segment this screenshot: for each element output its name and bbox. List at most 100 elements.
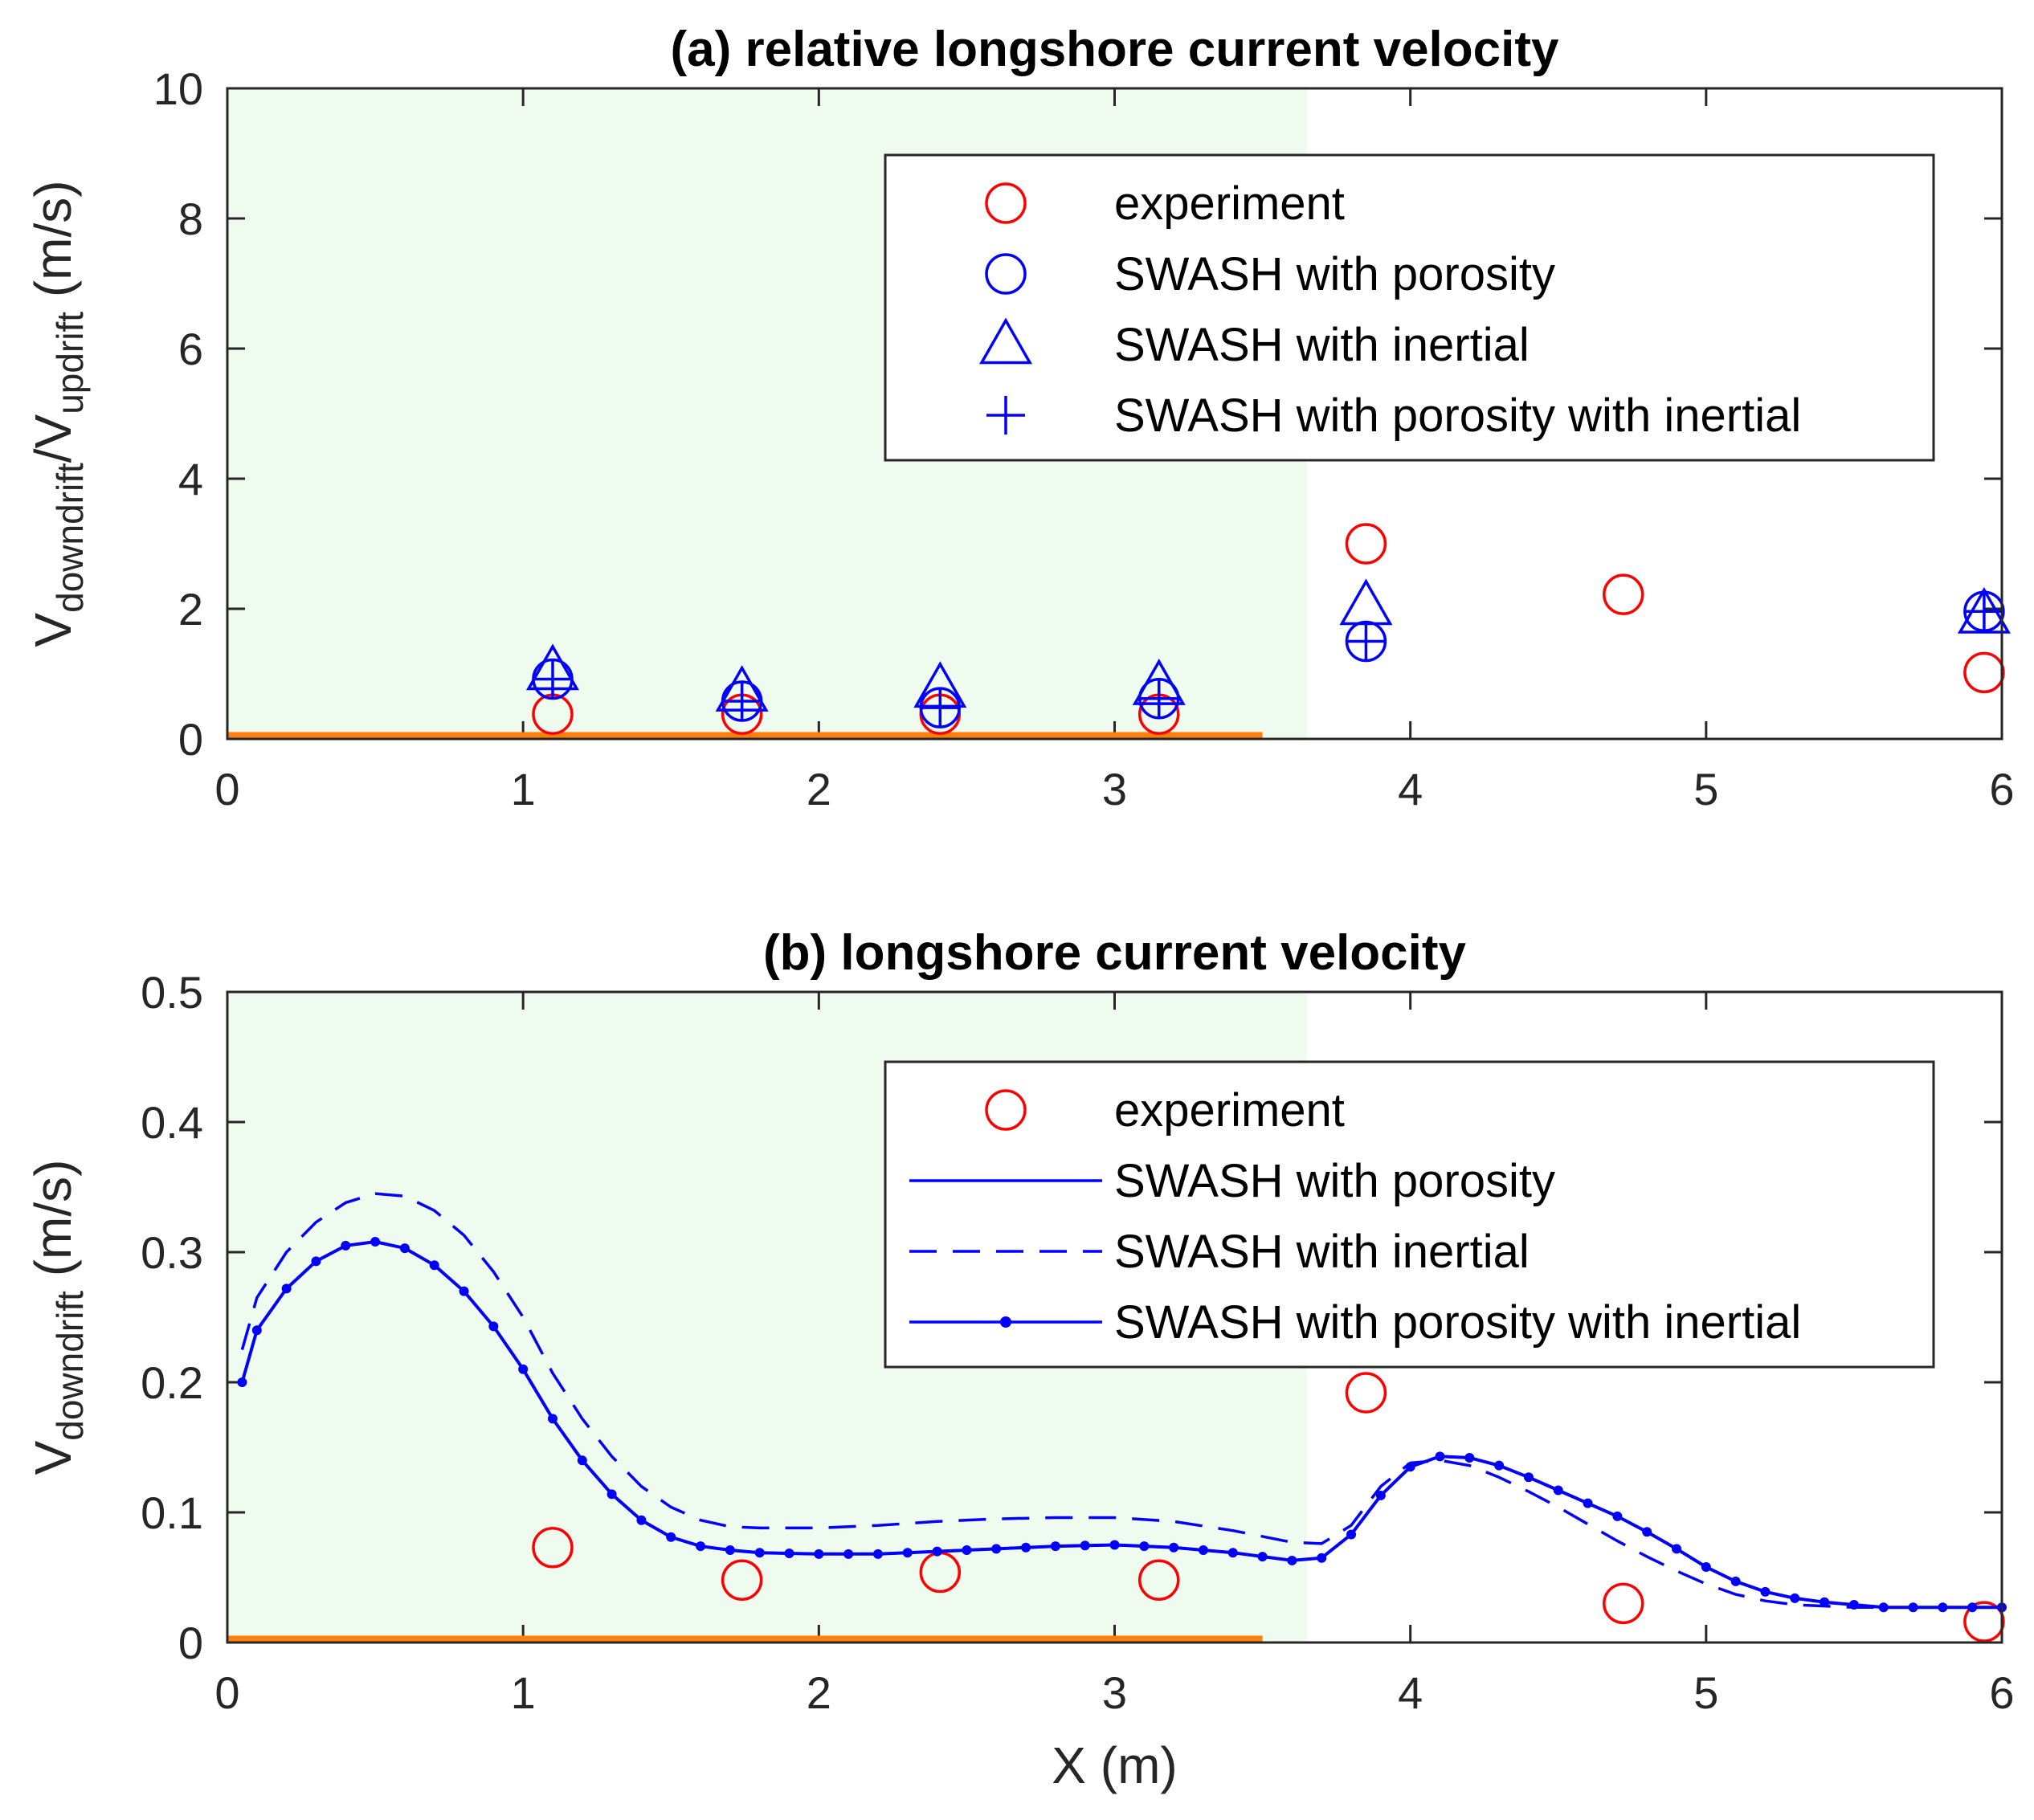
legend-marker xyxy=(985,1089,1027,1131)
x-tick-label: 5 xyxy=(1693,1667,1718,1718)
chart-title: (b) longshore current velocity xyxy=(763,925,1467,981)
series-0 xyxy=(532,1372,2005,1642)
data-point xyxy=(1345,1372,1387,1414)
data-point xyxy=(725,1545,735,1555)
data-point xyxy=(1963,651,2005,694)
data-point xyxy=(843,1549,854,1559)
data-point xyxy=(1287,1555,1297,1565)
data-point xyxy=(1938,1602,1948,1613)
y-label-divider: /V xyxy=(24,414,82,463)
legend-marker xyxy=(985,182,1027,224)
legend-label: experiment xyxy=(1114,1084,1345,1136)
data-point xyxy=(577,1455,587,1466)
data-point xyxy=(1137,1559,1180,1601)
data-point xyxy=(1405,1462,1415,1472)
data-point xyxy=(784,1549,794,1559)
data-point xyxy=(1198,1545,1208,1555)
y-axis-label: Vdowndrift (m/s) xyxy=(24,1160,91,1475)
data-point xyxy=(902,1548,913,1558)
legend-item: experiment xyxy=(985,1084,1345,1136)
x-tick-label: 3 xyxy=(1102,1667,1127,1718)
data-point xyxy=(872,1549,883,1559)
data-point xyxy=(636,1515,647,1525)
x-tick-label: 4 xyxy=(1398,1667,1423,1718)
data-point xyxy=(1642,1527,1652,1537)
data-point xyxy=(311,1256,321,1267)
data-point xyxy=(1345,523,1387,565)
y-tick-label: 10 xyxy=(153,63,203,114)
data-point xyxy=(1602,573,1644,615)
data-point xyxy=(666,1532,676,1542)
x-tick-label: 4 xyxy=(1398,764,1423,814)
x-tick-label: 3 xyxy=(1102,764,1127,814)
legend-item: SWASH with porosity xyxy=(985,248,1555,300)
y-tick-label: 0 xyxy=(178,714,203,765)
legend-label: SWASH with porosity xyxy=(1114,1155,1555,1207)
legend-item: SWASH with porosity xyxy=(909,1155,1555,1207)
legend: experiment SWASH with porosity SWASH with … xyxy=(884,1060,1935,1369)
legend-item: SWASH with inertial xyxy=(909,1226,1530,1278)
data-point xyxy=(607,1489,617,1500)
data-point xyxy=(814,1549,824,1559)
x-axis-label: X (m) xyxy=(1052,1736,1177,1794)
data-point xyxy=(518,1364,529,1374)
data-point xyxy=(1730,1576,1741,1586)
data-point xyxy=(722,682,762,721)
data-point xyxy=(1583,1498,1593,1508)
legend-item: SWASH with porosity with inertial xyxy=(986,390,1801,442)
legend-label: SWASH with porosity with inertial xyxy=(1114,1296,1801,1349)
x-tick-label: 1 xyxy=(511,1667,536,1718)
data-point xyxy=(1464,1452,1475,1463)
data-point xyxy=(533,659,572,699)
legend-marker xyxy=(1000,1316,1011,1328)
data-point xyxy=(547,1414,558,1424)
y-label-symbol: V xyxy=(24,613,82,647)
panel-a: 0 1 2 3 4 5 6 0 2 4 6 8 10 (a) relative longshore cur… xyxy=(24,22,2015,814)
series-3 xyxy=(237,1237,2007,1613)
data-point xyxy=(1050,1541,1060,1552)
legend-box xyxy=(884,1060,1935,1369)
y-tick-label: 4 xyxy=(178,454,203,504)
legend-marker xyxy=(986,396,1025,435)
x-tick-label: 6 xyxy=(1989,764,2014,814)
y-label-unit: (m/s) xyxy=(24,180,82,312)
y-tick-label: 0.5 xyxy=(141,967,203,1018)
data-point xyxy=(1375,1490,1386,1500)
x-tick-label: 6 xyxy=(1989,1667,2014,1718)
data-point xyxy=(991,1544,1002,1554)
data-point xyxy=(1848,1600,1859,1610)
y-tick-label: 2 xyxy=(178,584,203,635)
y-axis-label: Vdowndrift/Vupdrift (m/s) xyxy=(24,180,91,647)
legend: experiment SWASH with porosity SWASH with … xyxy=(884,153,1935,462)
data-point xyxy=(1820,1597,1830,1607)
data-point xyxy=(721,1559,763,1601)
legend-label: SWASH with inertial xyxy=(1114,1226,1530,1278)
data-point xyxy=(1553,1485,1563,1496)
y-tick-label: 0.1 xyxy=(141,1487,203,1538)
data-point xyxy=(1346,622,1386,661)
data-point xyxy=(1494,1460,1505,1471)
x-tick-label: 2 xyxy=(807,1667,831,1718)
y-tick-label: 0.3 xyxy=(141,1227,203,1278)
x-tick-label: 5 xyxy=(1693,764,1718,814)
data-point xyxy=(1760,1586,1771,1597)
data-point xyxy=(1967,1602,1978,1613)
y-tick-label: 0.4 xyxy=(141,1097,203,1148)
data-point xyxy=(1435,1451,1445,1462)
y-tick-label: 6 xyxy=(178,324,203,374)
panel-b: 0 1 2 3 4 5 6 0 0.1 0.2 0.3 0.4 0.5 (b) longshore cur… xyxy=(24,925,2015,1794)
data-point xyxy=(962,1545,972,1555)
data-point xyxy=(1672,1544,1682,1554)
y-tick-label: 0.2 xyxy=(141,1357,203,1408)
legend-marker xyxy=(978,317,1033,365)
series-3 xyxy=(533,592,2003,728)
y-label-subscript: downdrift xyxy=(49,1291,91,1441)
y-label-subscript: downdrift xyxy=(49,463,91,613)
axes-box xyxy=(226,990,2003,1644)
data-point xyxy=(237,1377,247,1387)
data-point xyxy=(488,1321,499,1332)
y-label-unit: (m/s) xyxy=(24,1160,82,1292)
data-point xyxy=(1612,1511,1623,1521)
data-point xyxy=(1317,1553,1327,1563)
